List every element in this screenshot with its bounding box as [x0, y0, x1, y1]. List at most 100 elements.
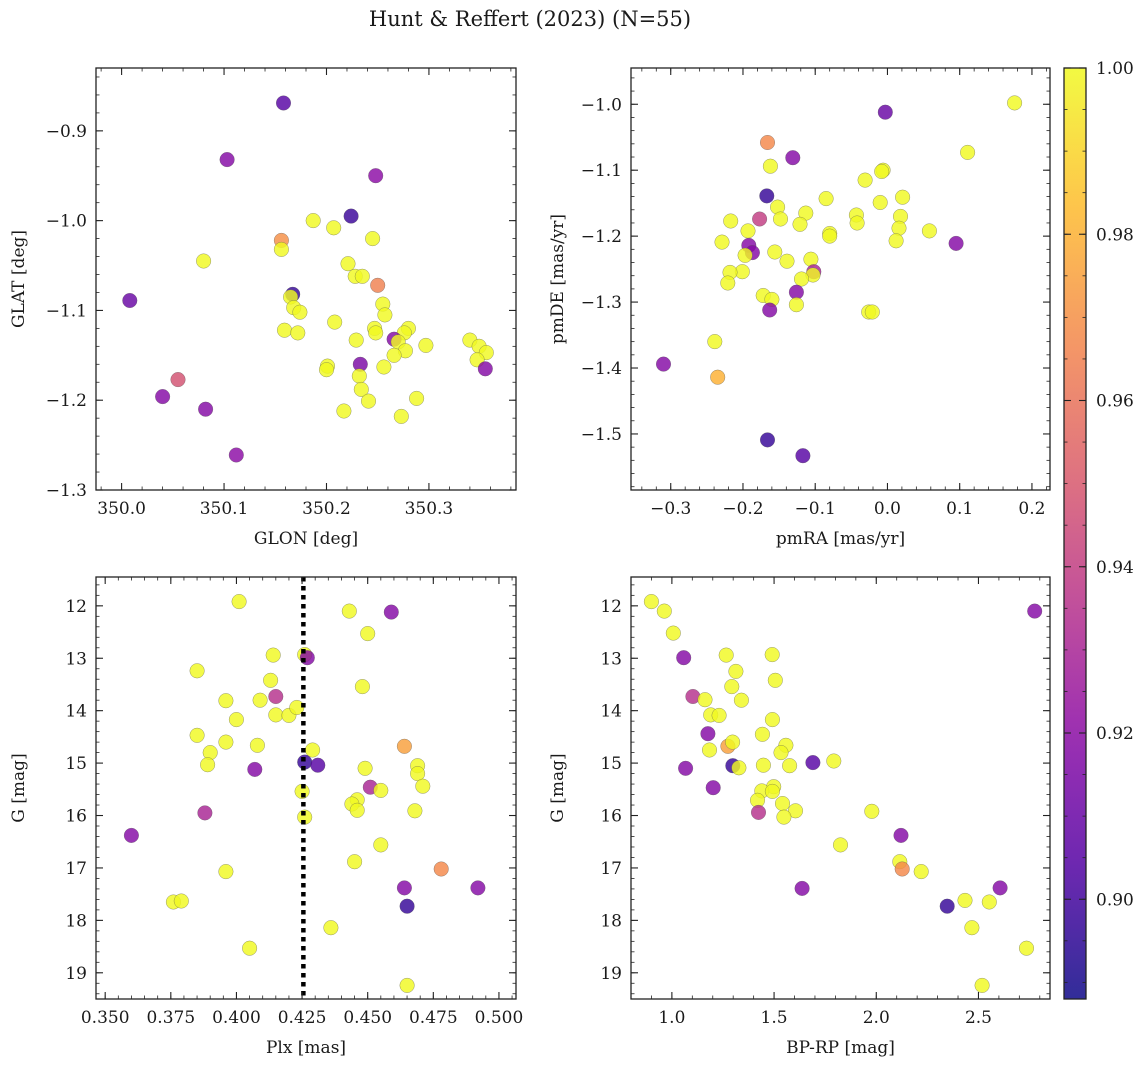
data-point [368, 325, 384, 341]
data-point [373, 782, 389, 798]
data-point [711, 707, 727, 723]
panel-pmra-pmde: −0.3 −0.2 −0.1 0.0 0.1 0.2 −1.5 −1.4 −1.3 −1.2 −1.… [548, 67, 1051, 549]
y-tick-label: 15 [600, 754, 622, 774]
x-tick-label: 2.5 [965, 1008, 992, 1028]
data-point [155, 389, 171, 405]
data-point [1018, 940, 1035, 956]
data-point [939, 898, 955, 914]
data-point [360, 626, 376, 642]
data-point [921, 223, 937, 239]
points-glon-glat [122, 95, 494, 463]
axes-frame [95, 576, 517, 1000]
data-point [697, 692, 713, 708]
data-point [707, 334, 723, 350]
data-point [399, 977, 415, 993]
data-point [705, 780, 721, 796]
x-tick-label: 350.0 [97, 499, 146, 519]
data-point [318, 362, 335, 378]
x-tick-label: −0.2 [722, 499, 763, 519]
data-point [723, 213, 739, 229]
data-point [700, 726, 716, 742]
x-axis-label: GLON [deg] [254, 529, 358, 549]
axes-frame [630, 576, 1051, 1000]
x-tick-label: 0.350 [81, 1008, 130, 1028]
data-point [383, 604, 399, 620]
y-tick-label: 17 [600, 859, 622, 879]
x-tick-label: 350.1 [200, 499, 249, 519]
y-tick-label: 12 [600, 597, 622, 617]
data-point [198, 401, 214, 417]
y-tick-label: −1.3 [46, 481, 87, 501]
data-point [305, 213, 321, 229]
x-tick-label: 1.5 [761, 1008, 788, 1028]
x-axis-label: Plx [mas] [266, 1038, 346, 1058]
x-tick-label: 0.2 [1018, 499, 1045, 519]
data-point [754, 726, 770, 742]
data-point [872, 194, 888, 211]
data-point [755, 757, 771, 773]
data-point [218, 693, 234, 709]
ticks-plx-g [96, 577, 516, 999]
y-tick-label: 17 [65, 859, 87, 879]
panel-plx-g: 0.350 0.375 0.400 0.425 0.450 0.475 0.500 12 13 1… [9, 576, 523, 1058]
data-point [122, 292, 138, 309]
data-point [776, 809, 792, 825]
colorbar-tick-label: 0.90 [1096, 890, 1134, 910]
data-point [795, 448, 811, 464]
y-tick-label: 13 [65, 649, 87, 669]
x-tick-label: 0.375 [146, 1008, 195, 1028]
data-point [354, 268, 370, 284]
y-tick-label: −1.4 [581, 359, 622, 379]
x-tick-label: 0.0 [874, 499, 901, 519]
x-tick-label: −0.1 [795, 499, 836, 519]
data-point [189, 663, 205, 679]
data-point [981, 894, 997, 910]
data-point [173, 893, 189, 909]
x-tick-label: 350.2 [302, 499, 351, 519]
colorbar-tick-label: 0.98 [1096, 225, 1134, 245]
data-point [714, 234, 730, 250]
data-point [767, 244, 783, 260]
data-point [292, 304, 308, 320]
data-point [764, 712, 780, 728]
y-axis-label: GLAT [deg] [9, 230, 29, 328]
data-point [992, 880, 1008, 896]
data-point [310, 757, 326, 773]
data-point [665, 625, 681, 641]
data-point [351, 368, 367, 384]
data-point [370, 277, 386, 293]
data-point [895, 189, 911, 205]
y-tick-label: 19 [600, 964, 622, 984]
y-tick-label: −1.3 [581, 293, 622, 313]
x-tick-label: 1.0 [658, 1008, 685, 1028]
data-point [341, 603, 357, 619]
x-tick-label: 2.0 [863, 1008, 890, 1028]
data-point [750, 804, 767, 820]
data-point [347, 854, 363, 870]
data-point [774, 795, 791, 812]
data-point [974, 977, 990, 993]
x-tick-label: 0.450 [343, 1008, 392, 1028]
data-point [276, 322, 293, 338]
data-point [360, 393, 377, 409]
data-point [368, 168, 384, 184]
data-point [805, 755, 821, 771]
data-point [737, 247, 753, 263]
data-point [354, 679, 370, 695]
x-tick-label: 0.1 [946, 499, 973, 519]
data-point [740, 223, 756, 239]
data-point [794, 880, 810, 896]
y-axis-label: G [mag] [9, 753, 29, 822]
data-point [759, 134, 776, 151]
y-tick-label: 19 [65, 964, 87, 984]
points-plx-g [123, 594, 486, 993]
data-point [960, 144, 976, 160]
data-point [656, 603, 672, 619]
data-point [718, 647, 734, 663]
figure-title: Hunt & Reffert (2023) (N=55) [369, 7, 691, 31]
y-axis-label: G [mag] [548, 753, 568, 822]
x-axis-label: pmRA [mas/yr] [776, 529, 905, 549]
data-point [393, 408, 409, 424]
data-point [219, 152, 235, 168]
